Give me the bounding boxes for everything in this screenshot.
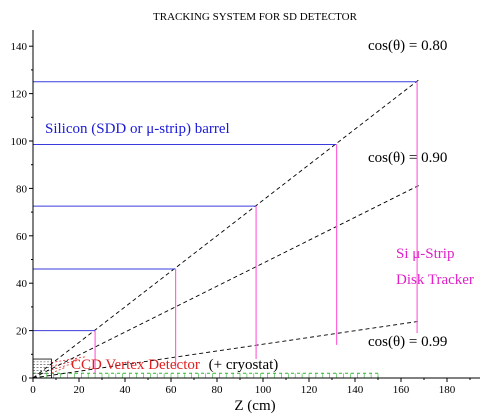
disk-label-line1: Si μ-Strip: [396, 246, 454, 262]
vertex-label-black: (+ cryostat): [209, 357, 279, 373]
cos-theta-line-2: [32, 320, 420, 379]
y-tick-label: 0: [22, 373, 28, 385]
vertex-detector-endcap: [51, 359, 80, 367]
vertex-detector-label: CCD Vertex Detector (+ cryostat): [71, 357, 278, 373]
axes: [32, 30, 480, 379]
y-tick-labels: 0 20 40 60 80 100 120 140: [11, 41, 33, 385]
x-tick-label: 20: [74, 384, 86, 396]
x-tick-label: 0: [30, 384, 36, 396]
chart-title: TRACKING SYSTEM FOR SD DETECTOR: [153, 11, 358, 23]
x-tick-labels: 020406080100120140160180200: [30, 378, 471, 396]
cos-theta-line-1: [32, 184, 420, 379]
y-tick-label: 140: [11, 41, 28, 53]
plot-area: [32, 79, 420, 379]
vertex-detector-endcap: [51, 356, 86, 363]
barrel-label: Silicon (SDD or μ-strip) barrel: [45, 121, 230, 137]
x-tick-label: 180: [439, 384, 456, 396]
cos-label-090: cos(θ) = 0.90: [368, 150, 447, 166]
x-tick-label: 80: [212, 384, 224, 396]
vertex-detector-endcap: [51, 366, 66, 374]
x-tick-label: 100: [255, 384, 272, 396]
x-tick-label: 60: [166, 384, 178, 396]
y-tick-label: 100: [11, 136, 28, 148]
cos-label-099: cos(θ) = 0.99: [368, 334, 447, 350]
x-tick-label: 160: [393, 384, 410, 396]
y-tick-label: 80: [16, 183, 28, 195]
cos-label-080: cos(θ) = 0.80: [368, 38, 447, 54]
x-tick-label: 40: [120, 384, 132, 396]
x-axis-label: Z (cm): [234, 398, 275, 414]
x-tick-label: 120: [301, 384, 318, 396]
y-tick-label: 60: [16, 231, 28, 243]
y-tick-label: 40: [16, 278, 28, 290]
disk-label-line2: Disk Tracker: [396, 272, 474, 288]
vertex-label-red: CCD Vertex Detector: [71, 357, 200, 373]
y-tick-label: 120: [11, 89, 28, 101]
y-tick-label: 20: [16, 326, 28, 338]
vertex-detector-endcap: [51, 363, 73, 371]
cos-theta-line-0: [32, 79, 420, 379]
x-tick-label: 140: [347, 384, 364, 396]
